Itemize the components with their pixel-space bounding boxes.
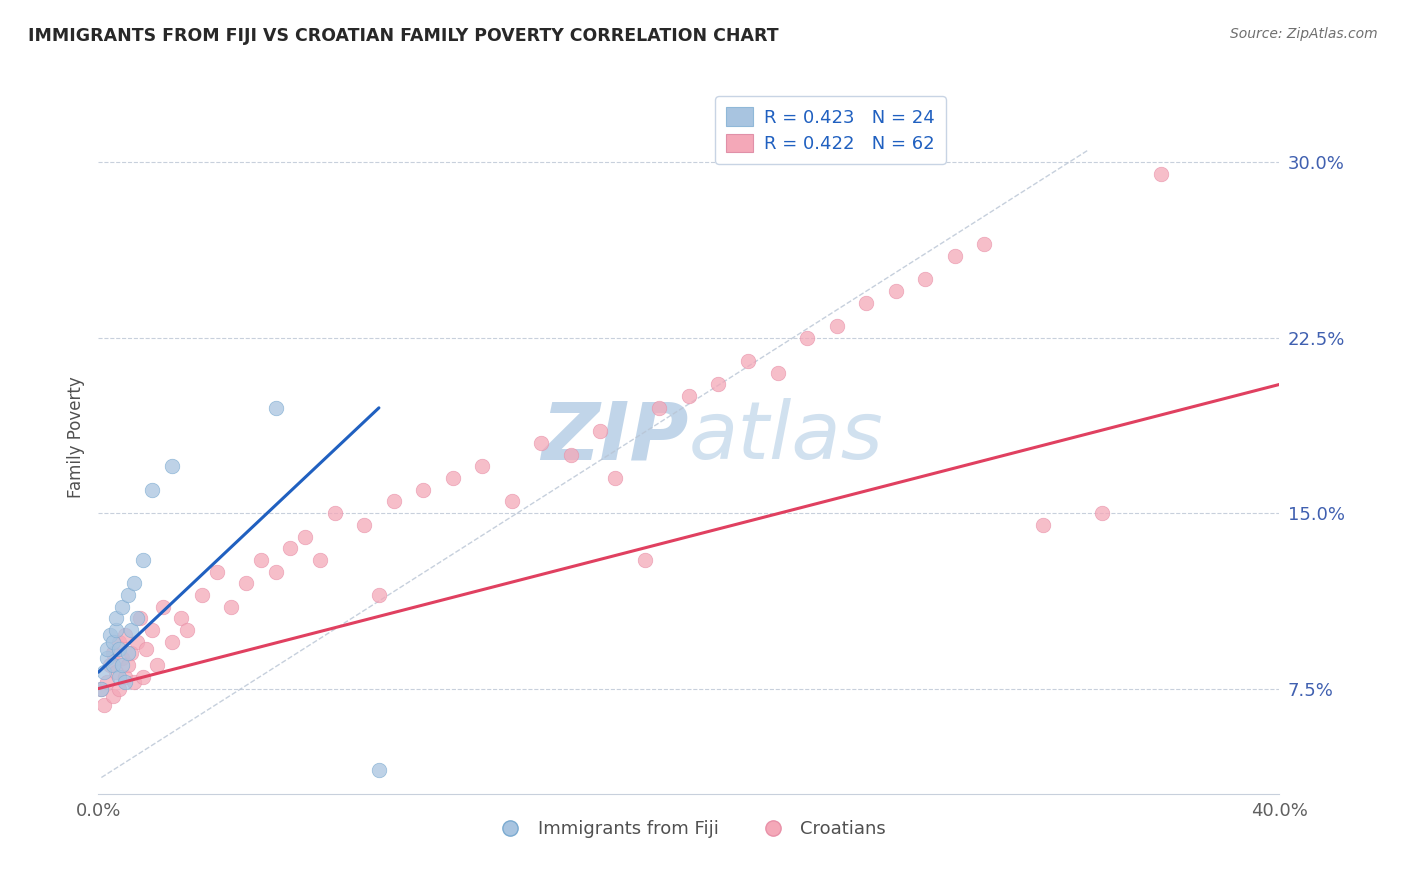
Point — [176, 623, 198, 637]
Point — [1091, 506, 1114, 520]
Point — [264, 401, 287, 415]
Point — [111, 658, 134, 673]
Point — [96, 651, 118, 665]
Point — [117, 647, 139, 661]
Point — [280, 541, 302, 556]
Point — [135, 641, 157, 656]
Point — [943, 249, 966, 263]
Point — [108, 635, 131, 649]
Text: ZIP: ZIP — [541, 398, 689, 476]
Point — [412, 483, 434, 497]
Point — [323, 506, 346, 520]
Y-axis label: Family Poverty: Family Poverty — [66, 376, 84, 498]
Point — [884, 284, 907, 298]
Point — [125, 635, 148, 649]
Point — [1150, 167, 1173, 181]
Legend: R = 0.423   N = 24, R = 0.422   N = 62: R = 0.423 N = 24, R = 0.422 N = 62 — [716, 96, 946, 164]
Text: IMMIGRANTS FROM FIJI VS CROATIAN FAMILY POVERTY CORRELATION CHART: IMMIGRANTS FROM FIJI VS CROATIAN FAMILY … — [28, 27, 779, 45]
Point — [973, 237, 995, 252]
Point — [294, 529, 316, 543]
Point — [737, 354, 759, 368]
Point — [108, 670, 131, 684]
Point — [162, 459, 183, 474]
Point — [501, 494, 523, 508]
Point — [796, 331, 818, 345]
Point — [589, 424, 612, 438]
Point — [98, 658, 121, 673]
Point — [132, 670, 155, 684]
Point — [114, 670, 136, 684]
Point — [648, 401, 671, 415]
Point — [605, 471, 627, 485]
Point — [103, 635, 125, 649]
Point — [441, 471, 464, 485]
Point — [120, 623, 142, 637]
Point — [108, 641, 131, 656]
Point — [382, 494, 405, 508]
Point — [132, 553, 155, 567]
Point — [707, 377, 730, 392]
Point — [117, 658, 139, 673]
Point — [122, 576, 145, 591]
Point — [103, 658, 125, 673]
Point — [766, 366, 789, 380]
Point — [90, 681, 112, 696]
Point — [353, 517, 375, 532]
Point — [108, 681, 131, 696]
Point — [114, 674, 136, 689]
Point — [205, 565, 228, 579]
Point — [103, 689, 125, 703]
Point — [825, 318, 848, 333]
Point — [170, 611, 193, 625]
Point — [914, 272, 936, 286]
Text: Source: ZipAtlas.com: Source: ZipAtlas.com — [1230, 27, 1378, 41]
Point — [96, 641, 118, 656]
Point — [105, 665, 128, 680]
Point — [191, 588, 214, 602]
Point — [141, 483, 163, 497]
Point — [103, 647, 125, 661]
Point — [250, 553, 273, 567]
Point — [1032, 517, 1054, 532]
Point — [530, 436, 553, 450]
Point — [264, 565, 287, 579]
Point — [122, 674, 145, 689]
Point — [105, 611, 128, 625]
Point — [90, 681, 112, 696]
Point — [678, 389, 700, 403]
Point — [634, 553, 657, 567]
Point — [120, 647, 142, 661]
Text: atlas: atlas — [689, 398, 884, 476]
Point — [560, 448, 582, 462]
Point — [98, 628, 121, 642]
Point — [309, 553, 332, 567]
Point — [368, 588, 391, 602]
Point — [105, 623, 128, 637]
Point — [128, 611, 150, 625]
Point — [114, 628, 136, 642]
Point — [141, 623, 163, 637]
Point — [111, 651, 134, 665]
Point — [93, 665, 115, 680]
Point — [471, 459, 494, 474]
Point — [117, 588, 139, 602]
Point — [111, 599, 134, 614]
Point — [235, 576, 257, 591]
Point — [96, 674, 118, 689]
Point — [146, 658, 169, 673]
Point — [125, 611, 148, 625]
Point — [221, 599, 243, 614]
Point — [368, 764, 391, 778]
Point — [152, 599, 174, 614]
Point — [93, 698, 115, 712]
Point — [855, 295, 877, 310]
Point — [162, 635, 183, 649]
